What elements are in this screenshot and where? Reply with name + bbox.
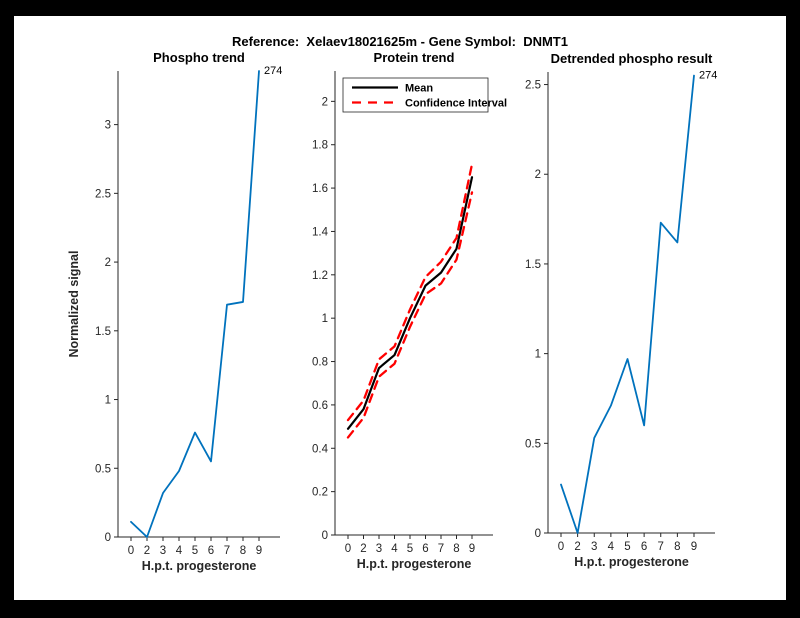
y-tick-label: 2.5: [525, 80, 541, 92]
x-tick-label: 4: [608, 541, 615, 553]
x-tick-label: 3: [160, 545, 166, 557]
x-tick-label: 6: [208, 545, 214, 557]
x-tick-label: 5: [192, 545, 198, 557]
y-tick-label: 0.2: [312, 487, 328, 499]
y-tick-label: 2: [105, 257, 111, 269]
y-tick-label: 1.6: [312, 183, 328, 195]
x-tick-label: 2: [574, 541, 580, 553]
x-axis-label: H.p.t. progesterone: [142, 559, 257, 573]
y-tick-label: 0: [322, 530, 328, 542]
y-tick-label: 1.8: [312, 140, 328, 152]
series-line-phospho-signal: [130, 70, 260, 538]
chart-protein-trend: Protein trend 0 0.2 0.4 0.6 0.8 1 1.2 1.4 1.6 1.8 2…: [312, 50, 507, 571]
chart-title: Protein trend: [374, 50, 455, 65]
x-tick-label: 9: [256, 545, 262, 557]
x-tick-label: 6: [641, 541, 647, 553]
y-tick-label: 1.4: [312, 226, 329, 238]
x-tick-label: 4: [176, 545, 183, 557]
x-tick-label: 3: [591, 541, 597, 553]
legend-entry-label: Mean: [405, 83, 433, 95]
x-tick-label: 8: [453, 543, 459, 555]
y-tick-label: 1.5: [95, 326, 111, 338]
y-tick-label: 0.8: [312, 357, 328, 369]
endpoint-annotation: 274: [699, 70, 717, 82]
x-tick-label: 9: [691, 541, 697, 553]
series-line-mean: [346, 176, 474, 430]
x-tick-label: 8: [674, 541, 680, 553]
y-tick-label: 0.5: [95, 463, 111, 475]
axis-spines: [547, 72, 715, 534]
x-tick-label: 9: [469, 543, 475, 555]
x-tick-label: 6: [422, 543, 428, 555]
chart-title: Detrended phospho result: [551, 51, 713, 66]
y-tick-label: 1: [105, 395, 111, 407]
y-tick-label: 0.6: [312, 400, 328, 412]
x-tick-label: 2: [144, 545, 150, 557]
y-tick-label: 0.4: [312, 443, 329, 455]
series-line-confidence-interval-lower: [346, 191, 474, 439]
y-tick-label: 0: [535, 528, 541, 540]
y-tick-label: 2: [322, 96, 328, 108]
x-tick-label: 7: [224, 545, 230, 557]
x-tick-label: 5: [407, 543, 413, 555]
series-line-detrended-phospho-signal: [560, 74, 695, 534]
x-tick-label: 8: [240, 545, 246, 557]
charts-figure: Phospho trend Normalized signal 0 0.5 1 1.5 2 2…: [67, 50, 717, 573]
x-tick-label: 2: [360, 543, 366, 555]
y-tick-label: 1.5: [525, 259, 541, 271]
x-tick-label: 5: [624, 541, 630, 553]
x-tick-label: 0: [558, 541, 564, 553]
y-tick-label: 1: [322, 313, 328, 325]
axis-spines: [117, 71, 280, 538]
y-tick-label: 0: [105, 532, 111, 544]
endpoint-annotation: 274: [264, 65, 282, 77]
x-tick-label: 3: [376, 543, 382, 555]
chart-title: Phospho trend: [153, 50, 245, 65]
axis-spines: [334, 71, 493, 536]
x-axis-label: H.p.t. progesterone: [574, 555, 689, 569]
y-tick-label: 2: [535, 169, 541, 181]
figure-title: Reference: Xelaev18021625m - Gene Symbol…: [232, 34, 568, 49]
legend-box: [342, 77, 489, 113]
x-tick-label: 4: [391, 543, 398, 555]
figure-canvas: Reference: Xelaev18021625m - Gene Symbol…: [14, 16, 786, 600]
y-tick-label: 1: [535, 349, 541, 361]
x-tick-label: 0: [345, 543, 351, 555]
legend: Mean Confidence Interval: [342, 77, 507, 113]
series-line-confidence-interval: [346, 163, 474, 422]
x-axis-label: H.p.t. progesterone: [357, 557, 472, 571]
y-tick-label: 0.5: [525, 438, 541, 450]
legend-entry-label: Confidence Interval: [405, 98, 507, 110]
y-axis-label: Normalized signal: [67, 251, 81, 358]
x-tick-label: 7: [438, 543, 444, 555]
y-tick-label: 2.5: [95, 188, 111, 200]
y-tick-label: 3: [105, 120, 111, 132]
x-tick-label: 7: [658, 541, 664, 553]
x-tick-label: 0: [128, 545, 134, 557]
y-tick-label: 1.2: [312, 270, 328, 282]
chart-phospho-trend: Phospho trend Normalized signal 0 0.5 1 1.5 2 2…: [67, 50, 282, 573]
